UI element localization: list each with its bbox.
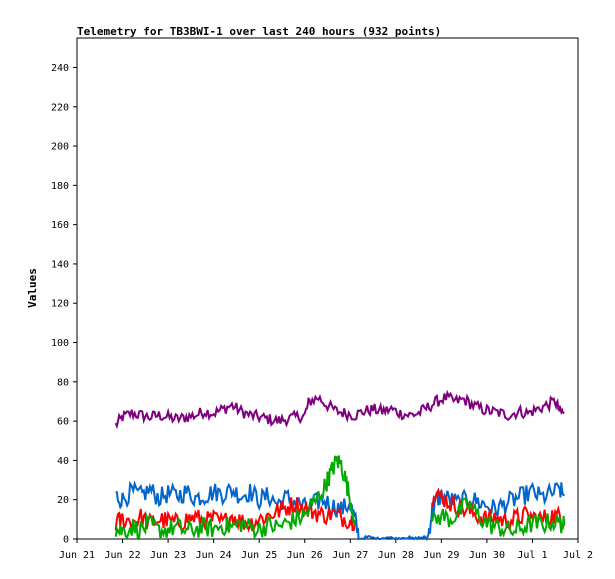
x-tick-label: Jul 1 [517,550,547,561]
x-tick-label: Jun 23 [150,550,186,561]
y-tick-label: 160 [51,220,69,231]
series-layer [114,389,566,542]
y-axis-label: Values [26,268,39,308]
x-tick-label: Jun 25 [241,550,277,561]
y-tick-label: 40 [57,456,69,467]
x-axis-ticks: Jun 21 Jun 22 Jun 23 Jun 24 Jun 25 Jun 26 Jun … [59,539,593,561]
y-tick-label: 120 [51,299,69,310]
y-tick-label: 100 [51,338,69,349]
x-tick-label: Jul 2 [563,550,593,561]
x-tick-label: Jun 28 [378,550,414,561]
x-tick-label: Jun 27 [332,550,368,561]
y-axis-ticks: 0 20 40 60 80 100 120 140 160 180 200 220 240 [51,63,77,546]
x-tick-label: Jun 24 [196,550,232,561]
x-tick-label: Jun 22 [104,550,140,561]
y-tick-label: 180 [51,181,69,192]
y-tick-label: 0 [63,535,69,546]
x-tick-label: Jun 21 [59,550,95,561]
x-tick-label: Jun 29 [423,550,459,561]
chart-title: Telemetry for TB3BWI-1 over last 240 hou… [77,25,441,38]
y-tick-label: 200 [51,142,69,153]
y-tick-label: 80 [57,377,69,388]
y-tick-label: 60 [57,417,69,428]
x-tick-label: Jun 26 [287,550,323,561]
y-tick-label: 220 [51,102,69,113]
series-line [114,389,565,430]
y-tick-label: 240 [51,63,69,74]
series-line [114,455,566,541]
y-tick-label: 140 [51,259,69,270]
plot-area [76,37,579,540]
x-tick-label: Jun 30 [469,550,505,561]
y-tick-label: 20 [57,495,69,506]
